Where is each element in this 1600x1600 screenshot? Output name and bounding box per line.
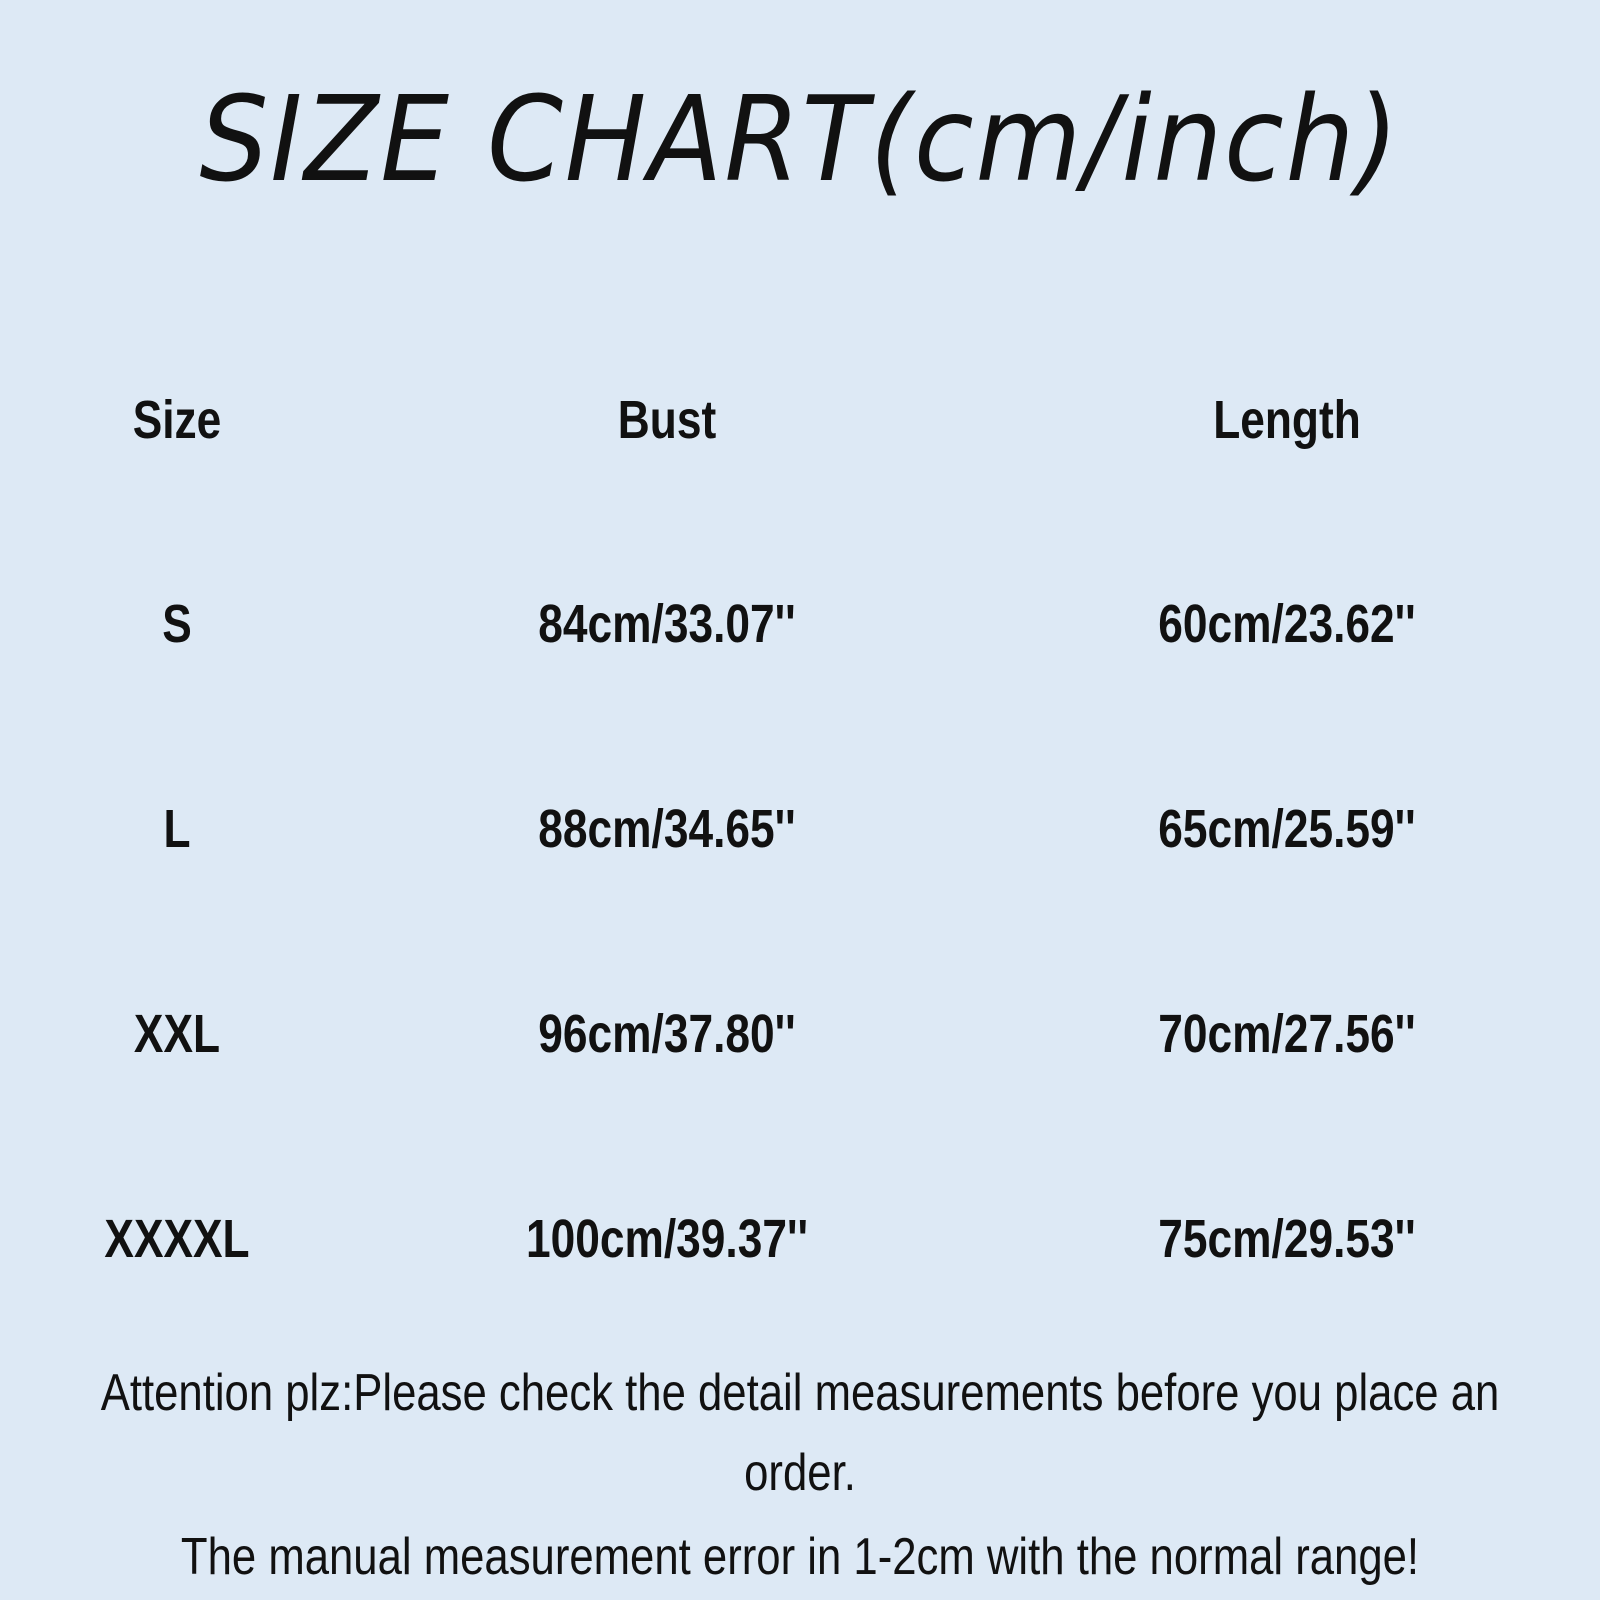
header-bust: Bust [617, 390, 717, 450]
cell-length: 65cm/25.59'' [1158, 799, 1416, 859]
cell-size: S [162, 594, 192, 654]
cell-bust: 88cm/34.65'' [538, 799, 796, 859]
cell-length: 75cm/29.53'' [1158, 1209, 1416, 1269]
page-title: SIZE CHART(cm/inch) [199, 70, 1401, 208]
note-line-3: The manual measurement error in 1-2cm wi… [180, 1528, 1420, 1586]
cell-bust: 100cm/39.37'' [525, 1209, 809, 1269]
cell-bust: 84cm/33.07'' [538, 594, 796, 654]
header-size: Size [132, 390, 222, 450]
cell-bust: 96cm/37.80'' [538, 1004, 796, 1064]
note-line-1: Attention plz:Please check the detail me… [100, 1364, 1500, 1422]
cell-size: L [163, 799, 191, 859]
cell-size: XXL [133, 1004, 221, 1064]
cell-length: 70cm/27.56'' [1158, 1004, 1416, 1064]
note-line-2: order. [744, 1444, 856, 1502]
header-length: Length [1213, 390, 1361, 450]
cell-length: 60cm/23.62'' [1158, 594, 1416, 654]
cell-size: XXXXL [104, 1209, 250, 1269]
